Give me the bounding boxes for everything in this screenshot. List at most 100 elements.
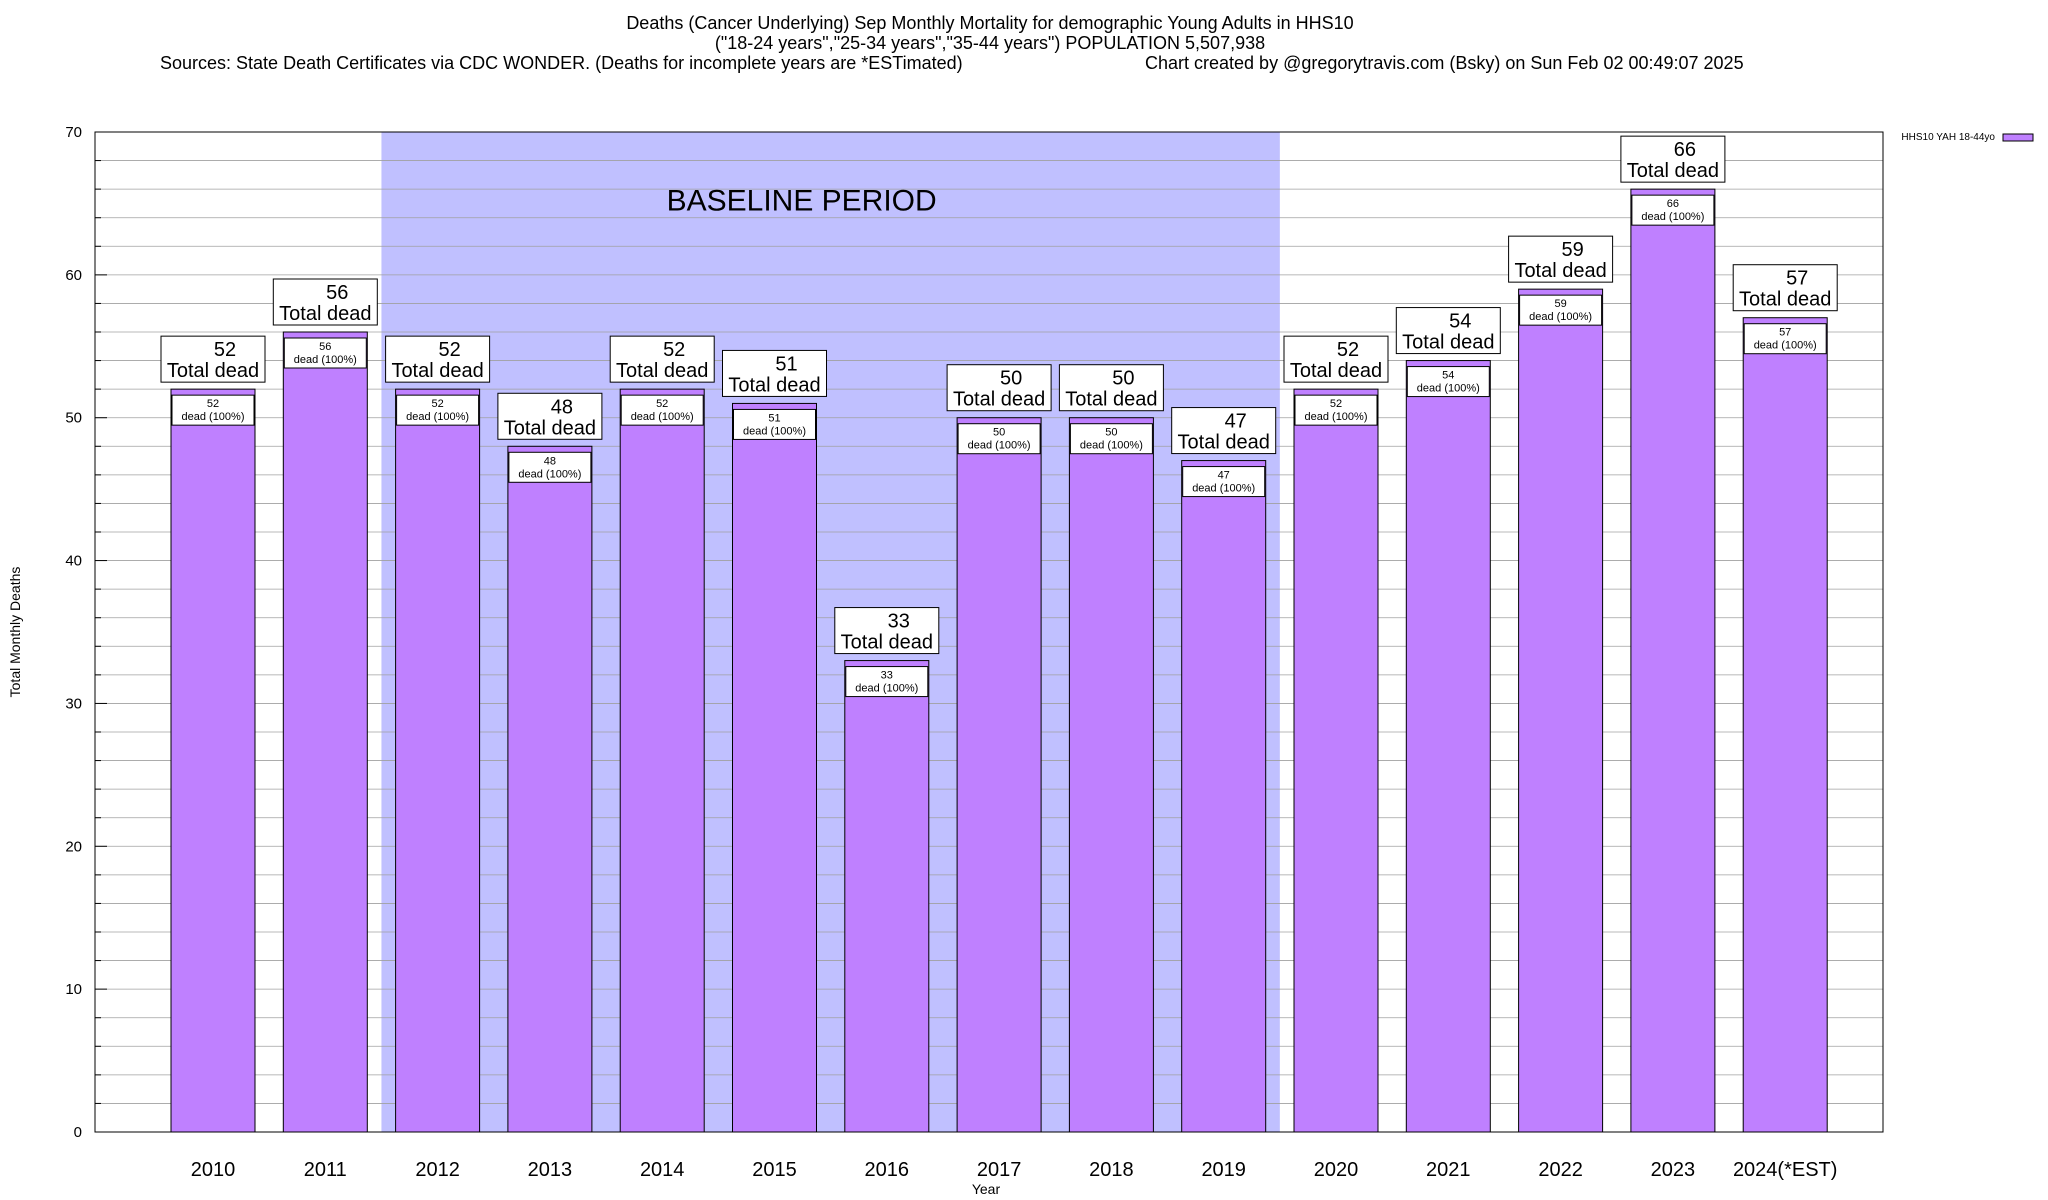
bar-inner-value-label: 57 [1779, 327, 1791, 339]
chart-credit: Chart created by @gregorytravis.com (Bsk… [1145, 53, 1744, 73]
chart-subtitle: ("18-24 years","25-34 years","35-44 year… [715, 33, 1265, 53]
y-tick-label: 50 [65, 410, 82, 427]
bar-top-total-label: Total dead [616, 360, 708, 382]
bar-top-value-label: 57 [1786, 268, 1808, 290]
legend-swatch [2002, 133, 2034, 142]
bar [619, 388, 705, 1133]
y-tick-label: 60 [65, 267, 82, 284]
y-tick-label: 30 [65, 695, 82, 712]
x-tick-label: 2023 [1651, 1159, 1696, 1181]
bar-top-label-box [497, 392, 603, 440]
bar-top-total-label: Total dead [1739, 289, 1831, 311]
y-tick-label: 70 [65, 124, 82, 141]
bar-top-total-label: Total dead [279, 303, 371, 325]
bar-inner-label-box [1406, 366, 1490, 398]
x-tick-label: 2013 [528, 1159, 573, 1181]
bar-top-label-box [272, 278, 378, 326]
legend-label: HHS10 YAH 18-44yo [1901, 132, 1995, 143]
bar-top-value-label: 51 [775, 353, 797, 375]
bar-top-total-label: Total dead [953, 389, 1045, 411]
bar-top-label-box [1508, 235, 1614, 283]
bar [1630, 188, 1716, 1133]
x-axis-label: Year [972, 1181, 1001, 1197]
bar-inner-label-box [1519, 294, 1603, 326]
bar-top-total-label: Total dead [391, 360, 483, 382]
x-tick-label: 2021 [1426, 1159, 1471, 1181]
bar-top-value-label: 50 [1112, 368, 1134, 390]
bar-inner-label-box [1631, 194, 1715, 226]
bar-top-total-label: Total dead [1290, 360, 1382, 382]
bar-inner-label-box [620, 394, 704, 426]
bar-top-label-box [1058, 364, 1164, 412]
bar-top-total-label: Total dead [1065, 389, 1157, 411]
bar-top-value-label: 52 [1337, 339, 1359, 361]
bar-inner-label-box [1743, 323, 1827, 355]
chart-header: Deaths (Cancer Underlying) Sep Monthly M… [160, 13, 1744, 73]
bar-inner-label-box [845, 666, 929, 698]
bar-inner-pct-label: dead (100%) [1754, 340, 1817, 352]
bar [1068, 417, 1154, 1133]
bar-inner-value-label: 66 [1667, 198, 1679, 210]
bar [282, 331, 368, 1133]
bar-top-value-label: 66 [1674, 139, 1696, 161]
bar-top-total-label: Total dead [1514, 260, 1606, 282]
bar-inner-pct-label: dead (100%) [294, 354, 357, 366]
bar-inner-value-label: 52 [656, 398, 668, 410]
bar [170, 388, 256, 1133]
bar-inner-pct-label: dead (100%) [968, 440, 1031, 452]
bar-inner-pct-label: dead (100%) [631, 411, 694, 423]
bar-top-total-label: Total dead [504, 417, 596, 439]
bar-top-total-label: Total dead [841, 632, 933, 654]
bar-top-value-label: 50 [1000, 368, 1022, 390]
y-tick-label: 10 [65, 981, 82, 998]
legend: HHS10 YAH 18-44yo [1901, 132, 2034, 143]
y-tick-label: 0 [74, 1124, 82, 1141]
x-tick-label: 2016 [865, 1159, 910, 1181]
bar-inner-pct-label: dead (100%) [182, 411, 245, 423]
bar-inner-label-box [1294, 394, 1378, 426]
bar-inner-value-label: 52 [431, 398, 443, 410]
chart-sources: Sources: State Death Certificates via CD… [160, 53, 963, 73]
x-tick-label: 2020 [1314, 1159, 1359, 1181]
bar-top-label-box [946, 364, 1052, 412]
bar-top-value-label: 47 [1225, 411, 1247, 433]
bar-top-value-label: 52 [438, 339, 460, 361]
y-tick-label: 20 [65, 838, 82, 855]
bar-top-value-label: 33 [888, 611, 910, 633]
bar-top-label-box [1171, 407, 1277, 455]
bar-inner-value-label: 54 [1442, 370, 1454, 382]
bar-inner-value-label: 59 [1554, 298, 1566, 310]
bar-top-value-label: 59 [1561, 239, 1583, 261]
x-tick-label: 2014 [640, 1159, 685, 1181]
y-tick-label: 40 [65, 553, 82, 570]
bar-top-label-box [1395, 307, 1501, 355]
bar [1181, 460, 1267, 1133]
bar-inner-value-label: 56 [319, 341, 331, 353]
bar-top-label-box [1283, 335, 1389, 383]
bar [1742, 317, 1828, 1133]
x-tick-label: 2019 [1201, 1159, 1246, 1181]
y-axis-label: Total Monthly Deaths [7, 567, 23, 698]
x-tick-label: 2010 [191, 1159, 236, 1181]
bar-inner-label-box [171, 394, 255, 426]
bar-top-value-label: 56 [326, 282, 348, 304]
bar-top-label-box [1732, 264, 1838, 312]
bar [1293, 388, 1379, 1133]
bar-top-label-box [609, 335, 715, 383]
bar-inner-label-box [1069, 423, 1153, 455]
bar-inner-label-box [1182, 466, 1266, 498]
bar [956, 417, 1042, 1133]
x-tick-label: 2011 [304, 1159, 347, 1181]
bar-top-label-box [385, 335, 491, 383]
bar-inner-pct-label: dead (100%) [1417, 383, 1480, 395]
bar-inner-pct-label: dead (100%) [1641, 211, 1704, 223]
bar [1518, 288, 1604, 1133]
bar-inner-value-label: 50 [993, 427, 1005, 439]
plot-frame [94, 131, 1884, 1133]
bar-inner-value-label: 51 [768, 412, 780, 424]
bar-inner-label-box [508, 451, 592, 483]
chart-title: Deaths (Cancer Underlying) Sep Monthly M… [626, 13, 1353, 33]
bar [732, 402, 817, 1133]
